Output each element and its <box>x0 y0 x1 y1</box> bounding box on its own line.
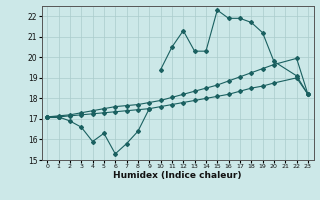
X-axis label: Humidex (Indice chaleur): Humidex (Indice chaleur) <box>113 171 242 180</box>
